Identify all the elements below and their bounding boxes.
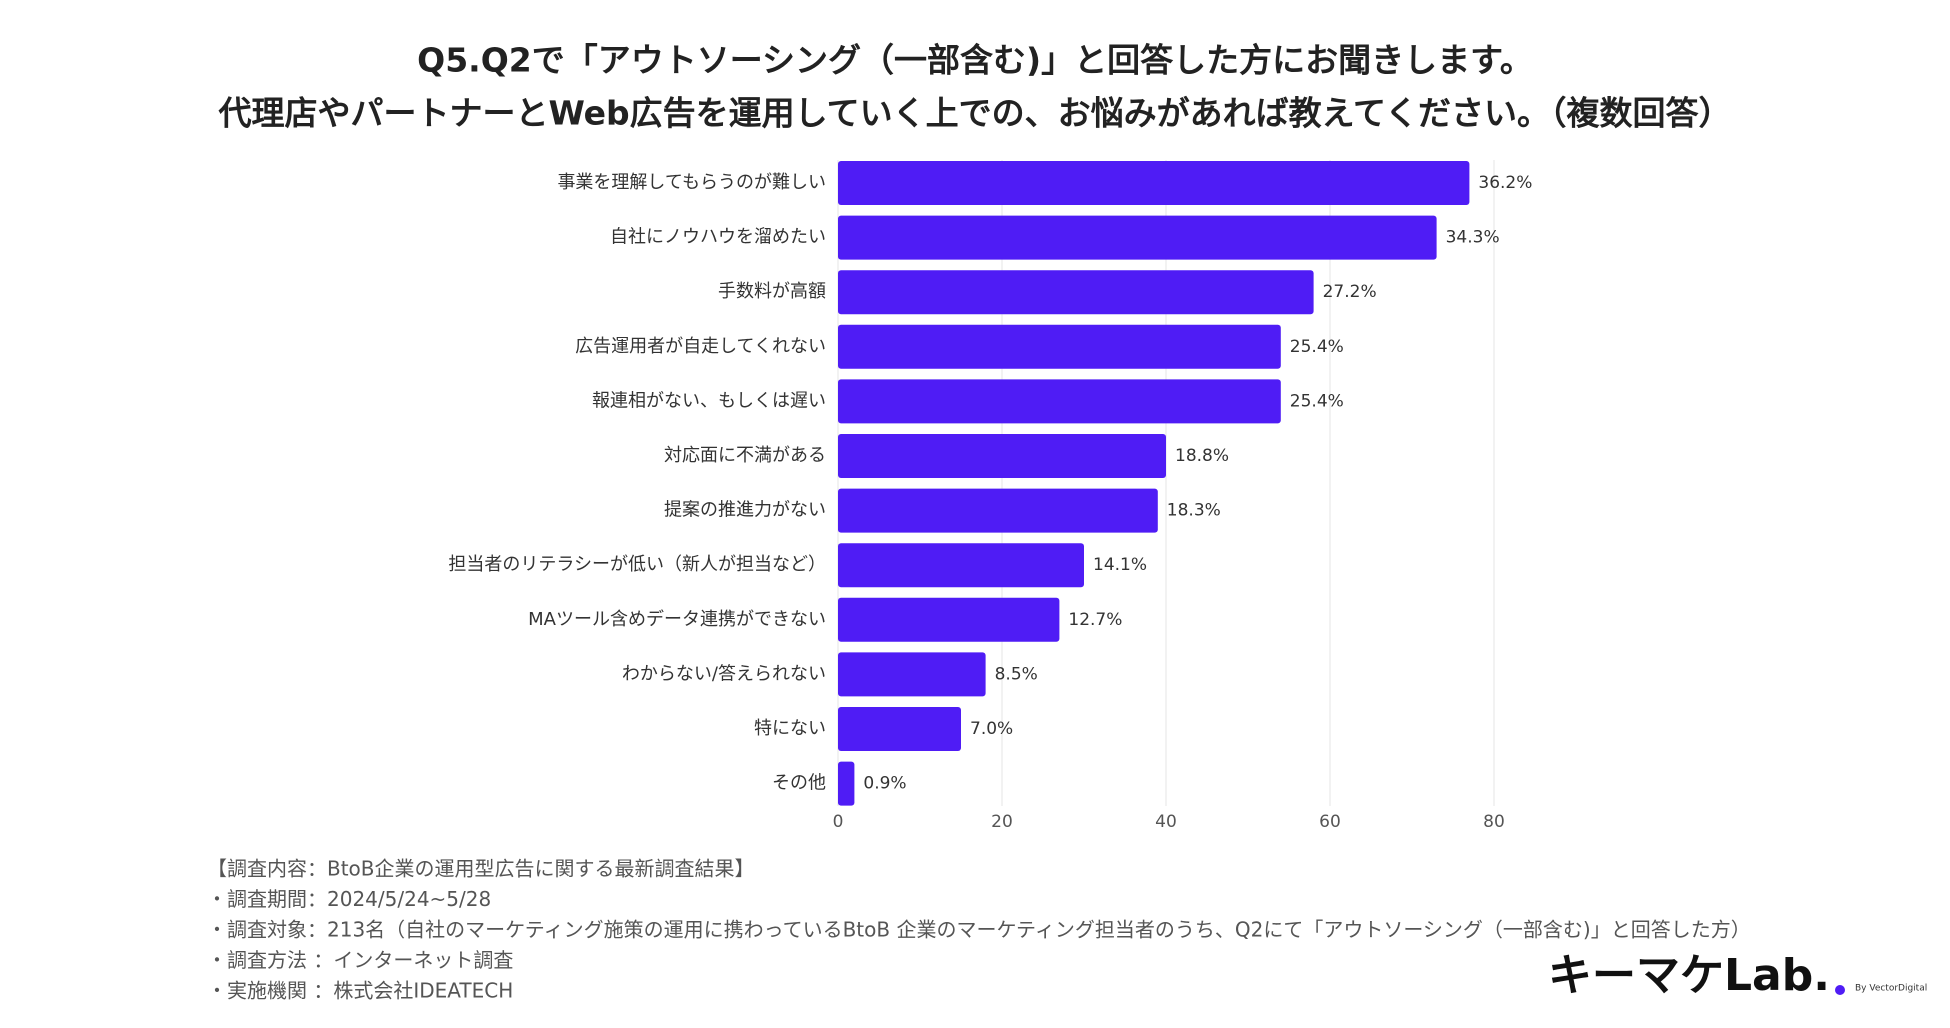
y-tick-label: その他 xyxy=(772,773,826,794)
bar xyxy=(838,379,1281,424)
bar xyxy=(838,434,1166,478)
y-tick-label: 報連相がない、もしくは遅い xyxy=(592,390,826,411)
y-tick-label: わからない/答えられない xyxy=(622,663,826,684)
bar xyxy=(838,761,855,806)
bar xyxy=(838,707,961,751)
y-tick-label: 事業を理解してもらうのが難しい xyxy=(557,172,826,193)
x-tick-label: 60 xyxy=(1319,812,1341,832)
y-tick-label: 提案の推進力がない xyxy=(664,500,826,521)
logo-dot xyxy=(1835,985,1845,995)
chart-title: Q5.Q2で「アウトソーシング（一部含む)」と回答した方にお聞きします。 xyxy=(417,41,1533,80)
y-tick-label: 手数料が高額 xyxy=(718,281,826,302)
footnote: ・実施機関 ：株式会社IDEATECH xyxy=(207,979,513,1003)
y-tick-label: 自社にノウハウを溜めたい xyxy=(610,227,826,248)
data-label: 34.3% xyxy=(1446,228,1500,248)
y-tick-label: MAツール含めデータ連携ができない xyxy=(528,609,826,630)
y-tick-label: 担当者のリテラシーが低い（新人が担当など） xyxy=(448,554,826,575)
data-label: 12.7% xyxy=(1068,610,1122,630)
y-tick-label: 対応面に不満がある xyxy=(664,445,826,466)
logo-byline: By VectorDigital xyxy=(1855,984,1927,994)
x-tick-label: 40 xyxy=(1155,812,1177,832)
chart-title: 代理店やパートナーとWeb広告を運用していく上での、お悩みがあれば教えてください… xyxy=(217,94,1731,133)
bar xyxy=(838,543,1084,588)
footnote: ・調査期間：2024/5/24~5/28 xyxy=(207,887,491,911)
footnote: ・調査方法 ：インターネット調査 xyxy=(207,948,513,972)
y-tick-label: 広告運用者が自走してくれない xyxy=(575,336,826,357)
bar xyxy=(838,324,1281,369)
x-tick-label: 0 xyxy=(833,812,844,832)
data-label: 36.2% xyxy=(1478,173,1532,193)
data-label: 7.0% xyxy=(970,719,1013,739)
bar xyxy=(838,488,1158,533)
footnote: 【調査内容：BtoB企業の運用型広告に関する最新調査結果】 xyxy=(207,857,755,881)
footnote: ・調査対象：213名（自社のマーケティング施策の運用に携わっているBtoB 企業… xyxy=(207,918,1751,942)
x-tick-label: 20 xyxy=(991,812,1013,832)
bar xyxy=(838,597,1060,642)
data-label: 18.8% xyxy=(1175,446,1229,466)
data-label: 14.1% xyxy=(1093,555,1147,575)
data-label: 25.4% xyxy=(1290,391,1344,411)
data-label: 25.4% xyxy=(1290,337,1344,357)
data-label: 8.5% xyxy=(995,664,1038,684)
y-tick-label: 特にない xyxy=(754,718,826,739)
bar xyxy=(838,161,1470,205)
logo: キーマケLab. xyxy=(1548,950,1830,1001)
x-tick-label: 80 xyxy=(1483,812,1505,832)
bar xyxy=(838,652,986,697)
bar xyxy=(838,215,1437,260)
data-label: 0.9% xyxy=(863,774,906,794)
bar xyxy=(838,270,1314,315)
data-label: 18.3% xyxy=(1167,501,1221,521)
data-label: 27.2% xyxy=(1323,282,1377,302)
